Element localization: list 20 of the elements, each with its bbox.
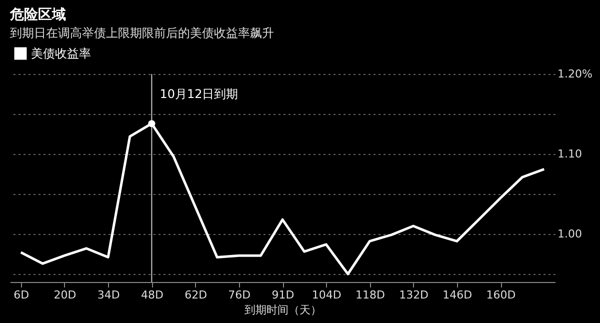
x-tick-label: 104D — [312, 288, 342, 302]
x-tick-label: 6D — [14, 288, 30, 302]
chart-subtitle: 到期日在调高举债上限期限前后的美债收益率飙升 — [10, 26, 274, 40]
x-tick-label: 48D — [140, 288, 164, 302]
x-axis-title: 到期时间（天） — [244, 304, 322, 316]
x-tick-label: 146D — [442, 288, 472, 302]
x-tick-label: 34D — [97, 288, 120, 302]
y-tick-label: 1.20% — [558, 68, 592, 80]
x-tick-label: 132D — [399, 288, 429, 302]
x-tick-label: 62D — [184, 288, 208, 302]
annotation: 10月12日到期 — [160, 87, 238, 101]
y-tick-label: 1.00 — [558, 228, 582, 240]
x-tick-label: 118D — [355, 288, 385, 302]
chart-title: 危险区域 — [9, 7, 66, 23]
x-tick-label: 91D — [272, 288, 294, 302]
y-tick-label: 1.10 — [558, 148, 582, 160]
legend-label: 美债收益率 — [31, 46, 91, 60]
x-tick-label: 160D — [486, 288, 516, 302]
x-tick-label: 76D — [228, 288, 251, 302]
x-tick-label: 20D — [54, 288, 76, 302]
